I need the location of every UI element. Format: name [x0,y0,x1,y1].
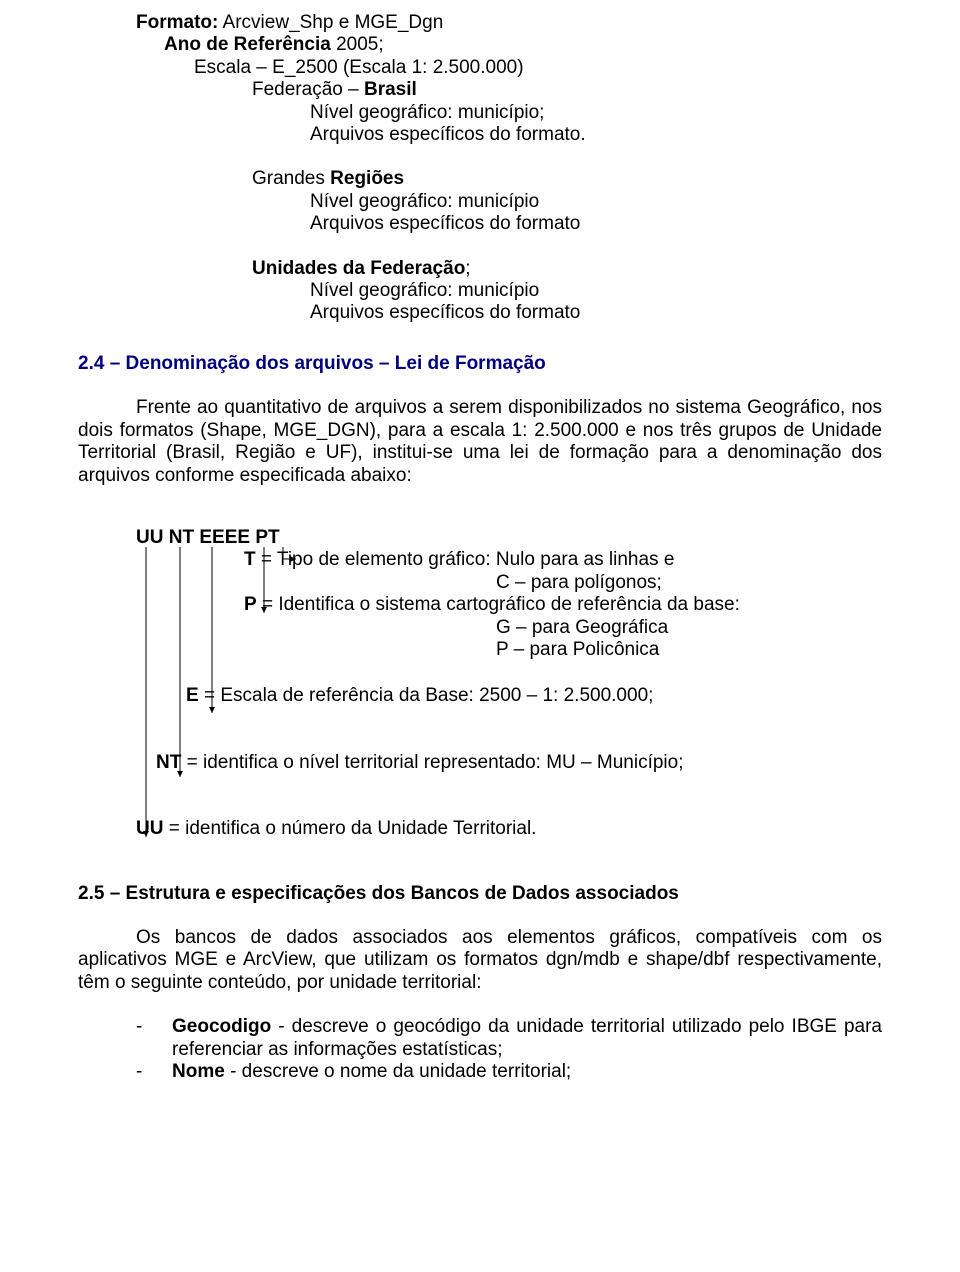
hdr-uu: UU [136,527,169,548]
e-def: E = Escala de referência da Base: 2500 –… [136,685,882,707]
hdr-p: P [255,527,268,548]
arq-2: Arquivos específicos do formato [78,213,882,235]
bullet-2: - Nome - descreve o nome da unidade terr… [136,1061,882,1083]
e-label: E [186,685,204,706]
p-p-line: P – para Policônica [136,639,882,661]
uf-line: Unidades da Federação; [78,258,882,280]
dash-icon: - [136,1061,172,1083]
uf-semi: ; [465,258,470,279]
ano-value: 2005; [331,34,384,55]
nt-label: NT [156,752,181,773]
heading-2-5: 2.5 – Estrutura e especificações dos Ban… [78,883,882,905]
ano-line: Ano de Referência 2005; [78,34,882,56]
nivel-3: Nível geográfico: município [78,280,882,302]
e-text: = Escala de referência da Base: 2500 – 1… [204,685,653,706]
t-text: = Tipo de elemento gráfico: Nulo para as… [256,549,675,570]
b1-text: - descreve o geocódigo da unidade territ… [172,1016,882,1059]
para-2-4: Frente ao quantitativo de arquivos a ser… [78,397,882,487]
grandes-line: Grandes Regiões [78,168,882,190]
bullet-1-text: Geocodigo - descreve o geocódigo da unid… [172,1016,882,1061]
uu-text: = identifica o número da Unidade Territo… [163,818,536,839]
bullet-1: - Geocodigo - descreve o geocódigo da un… [136,1016,882,1061]
hdr-nt: NT [169,527,200,548]
nt-text: = identifica o nível territorial represe… [181,752,683,773]
uu-label: UU [136,818,163,839]
nivel-1: Nível geográfico: município; [78,102,882,124]
p-g-line: G – para Geográfica [136,617,882,639]
scheme-header: UU NT EEEE PT [136,527,882,549]
dash-icon: - [136,1016,172,1061]
federacao-line: Federação – Brasil [78,79,882,101]
para-2-5-text: Os bancos de dados associados aos elemen… [78,927,882,994]
p-text: = Identifica o sistema cartográfico de r… [257,594,740,615]
grandes-bold: Regiões [330,168,404,189]
p-def: P = Identifica o sistema cartográfico de… [136,594,882,616]
uu-def: UU = identifica o número da Unidade Terr… [136,818,882,840]
federacao-bold: Brasil [364,79,417,100]
uf-bold: Unidades da Federação [252,258,465,279]
formato-value: Arcview_Shp e MGE_Dgn [218,12,443,33]
b1-label: Geocodigo [172,1016,271,1037]
t-def: T = Tipo de elemento gráfico: Nulo para … [136,549,882,571]
hdr-eeee: EEEE [199,527,255,548]
naming-scheme-block: UU NT EEEE PT T = Tipo de elemento gráfi… [78,527,882,841]
para-2-4-text: Frente ao quantitativo de arquivos a ser… [78,397,882,487]
arq-1: Arquivos específicos do formato. [78,124,882,146]
heading-2-4: 2.4 – Denominação dos arquivos – Lei de … [78,353,882,375]
b2-text: - descreve o nome da unidade territorial… [225,1061,571,1082]
b2-label: Nome [172,1061,225,1082]
arq-3: Arquivos específicos do formato [78,302,882,324]
grandes-pre: Grandes [252,168,330,189]
t-label: T [244,549,256,570]
p-label: P [244,594,257,615]
nt-def: NT = identifica o nível territorial repr… [136,752,882,774]
bullet-2-text: Nome - descreve o nome da unidade territ… [172,1061,882,1083]
para-2-5: Os bancos de dados associados aos elemen… [78,927,882,994]
federacao-pre: Federação – [252,79,364,100]
formato-label: Formato: [136,12,218,33]
hdr-t: T [268,527,280,548]
ano-label: Ano de Referência [164,34,331,55]
nivel-2: Nível geográfico: município [78,191,882,213]
formato-line: Formato: Arcview_Shp e MGE_Dgn [78,12,882,34]
t-c-line: C – para polígonos; [136,572,882,594]
document-page: Formato: Arcview_Shp e MGE_Dgn Ano de Re… [0,0,960,1272]
bullet-list: - Geocodigo - descreve o geocódigo da un… [78,1016,882,1083]
escala-line: Escala – E_2500 (Escala 1: 2.500.000) [78,57,882,79]
